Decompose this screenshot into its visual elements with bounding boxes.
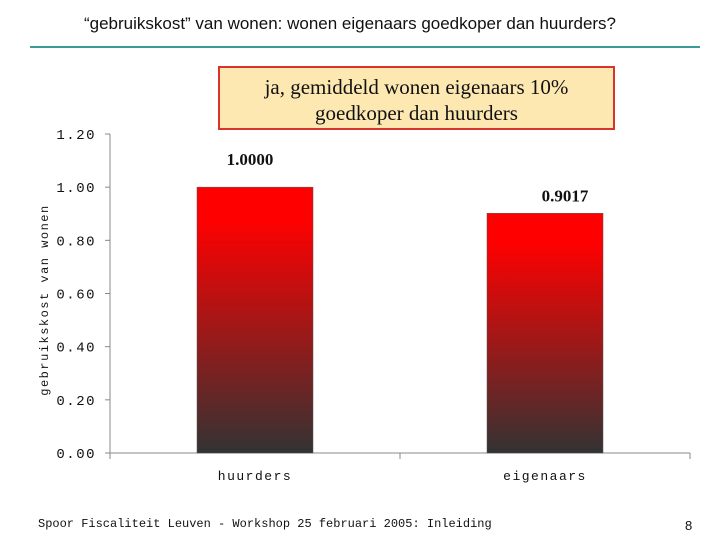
bar-value-label: 0.9017 (542, 186, 589, 205)
bar-eigenaars (486, 213, 604, 454)
y-tick-label: 0.80 (56, 234, 96, 250)
callout-line-1: ja, gemiddeld wonen eigenaars 10% (264, 75, 569, 99)
bar-huurders (196, 186, 314, 454)
page-number: 8 (685, 518, 693, 533)
y-tick-label: 1.00 (56, 181, 96, 197)
conclusion-callout: ja, gemiddeld wonen eigenaars 10% goedko… (218, 66, 615, 130)
x-tick-label: huurders (218, 469, 292, 484)
y-tick-label: 0.60 (56, 288, 96, 304)
y-tick-label: 0.00 (56, 447, 96, 463)
y-axis-title: gebruikskost van wonen (38, 204, 52, 395)
slide-title: “gebruikskost” van wonen: wonen eigenaar… (83, 14, 617, 33)
title-divider (30, 46, 700, 48)
callout-line-2: goedkoper dan huurders (315, 101, 518, 125)
y-tick-label: 1.20 (56, 128, 96, 144)
bar-value-label: 1.0000 (227, 150, 274, 169)
footer-text: Spoor Fiscaliteit Leuven - Workshop 25 f… (38, 517, 492, 531)
y-tick-label: 0.20 (56, 394, 96, 410)
y-tick-label: 0.40 (56, 341, 96, 357)
x-tick-label: eigenaars (503, 469, 587, 484)
